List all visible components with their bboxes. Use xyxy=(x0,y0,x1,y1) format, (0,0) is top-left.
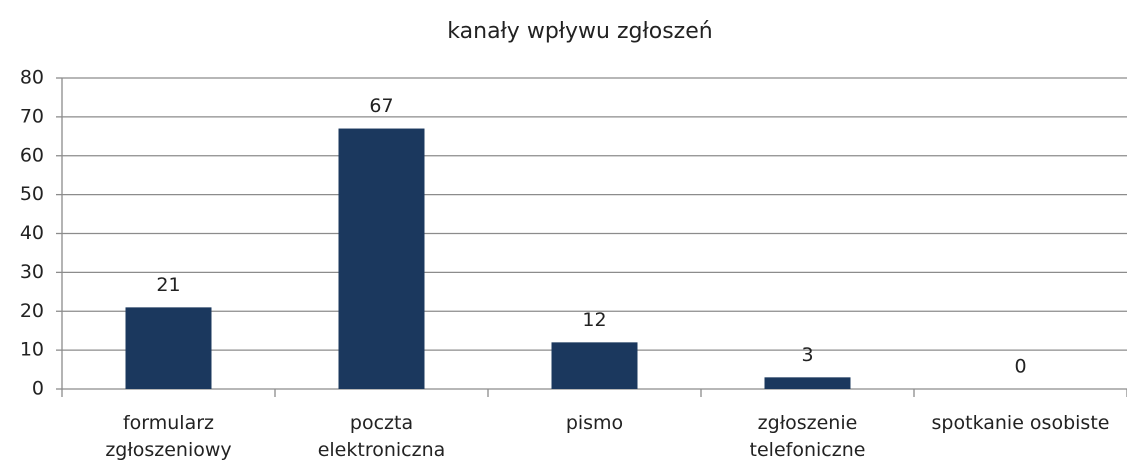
x-tick-label: formularz zgłoszeniowy xyxy=(105,412,232,461)
data-label: 21 xyxy=(156,274,180,296)
y-tick-label: 70 xyxy=(20,105,44,127)
y-tick-label: 80 xyxy=(20,67,44,89)
data-label: 3 xyxy=(801,344,813,366)
y-tick-label: 0 xyxy=(32,378,44,400)
x-tick-label: spotkanie osobiste xyxy=(931,412,1110,434)
data-label: 67 xyxy=(369,95,393,117)
y-tick-label: 60 xyxy=(20,144,44,166)
data-label: 12 xyxy=(582,309,606,331)
x-tick-label: poczta elektroniczna xyxy=(317,412,446,461)
y-tick-label: 30 xyxy=(20,261,44,283)
y-tick-label: 50 xyxy=(20,183,44,205)
chart-title: kanały wpływu zgłoszeń xyxy=(447,19,712,44)
y-tick-label: 40 xyxy=(20,222,44,244)
bar xyxy=(338,128,425,389)
y-tick-label: 20 xyxy=(20,300,44,322)
bar xyxy=(125,307,212,389)
y-tick-label: 10 xyxy=(20,339,44,361)
x-tick-label: zgłoszenie telefoniczne xyxy=(749,412,866,461)
data-label: 0 xyxy=(1014,356,1026,378)
bar xyxy=(551,342,638,389)
x-tick-label: pismo xyxy=(565,412,624,434)
bar xyxy=(764,377,851,389)
